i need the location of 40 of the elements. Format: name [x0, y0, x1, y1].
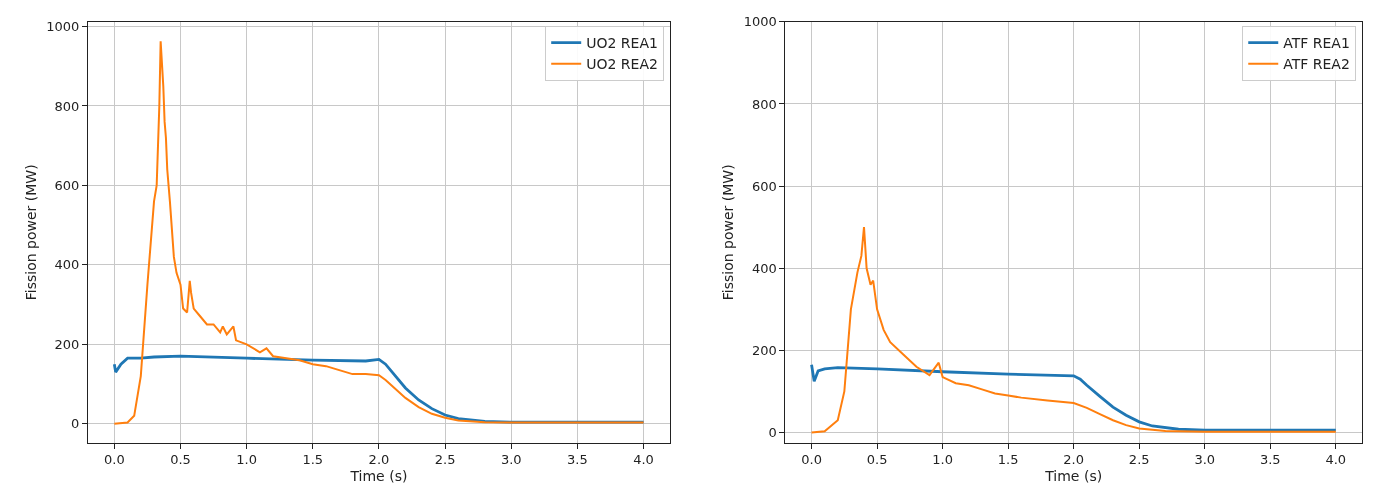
- legend-label: UO2 REA2: [586, 56, 658, 73]
- y-tick-label: 600: [751, 178, 777, 194]
- legend-label: UO2 REA1: [586, 35, 658, 52]
- y-tick-label: 400: [751, 260, 777, 276]
- y-axis-title: Fission power (MW): [22, 164, 39, 301]
- x-tick-label: 2.5: [1128, 452, 1150, 468]
- legend-label: ATF REA2: [1283, 56, 1350, 73]
- x-tick-label: 1.0: [932, 452, 953, 468]
- y-tick-label: 200: [751, 342, 777, 358]
- x-tick-label: 3.0: [500, 452, 522, 468]
- x-tick-label: 1.0: [236, 452, 257, 468]
- x-tick-label: 0.0: [103, 452, 125, 468]
- x-tick-label: 2.0: [368, 452, 390, 468]
- line-series: [810, 226, 1337, 434]
- x-tick-label: 1.5: [997, 452, 1019, 468]
- y-tick-label: 1000: [743, 14, 777, 30]
- y-tick-label: 800: [54, 98, 80, 114]
- y-tick-label: 200: [54, 336, 80, 352]
- x-tick-label: 1.5: [302, 452, 324, 468]
- x-tick-label: 3.0: [1194, 452, 1216, 468]
- x-tick-label: 2.0: [1063, 452, 1085, 468]
- x-tick-label: 0.5: [866, 452, 888, 468]
- y-tick-label: 1000: [46, 19, 80, 35]
- y-tick-label: 0: [70, 416, 80, 432]
- y-axis-title: Fission power (MW): [720, 164, 737, 301]
- legend-label: ATF REA1: [1283, 35, 1350, 52]
- y-tick-label: 400: [54, 257, 80, 273]
- x-axis-title: Time (s): [1044, 467, 1103, 484]
- x-tick-label: 2.5: [434, 452, 456, 468]
- x-tick-label: 4.0: [633, 452, 654, 468]
- y-tick-label: 0: [768, 425, 777, 441]
- x-tick-label: 3.5: [567, 452, 588, 468]
- x-tick-label: 0.5: [170, 452, 191, 468]
- x-tick-label: 3.5: [1259, 452, 1281, 468]
- x-axis-title: Time (s): [349, 467, 408, 484]
- x-tick-label: 0.0: [801, 452, 822, 468]
- line-series: [810, 363, 1338, 432]
- y-tick-label: 800: [751, 96, 777, 112]
- y-tick-label: 600: [54, 177, 80, 193]
- x-tick-label: 4.0: [1325, 452, 1347, 468]
